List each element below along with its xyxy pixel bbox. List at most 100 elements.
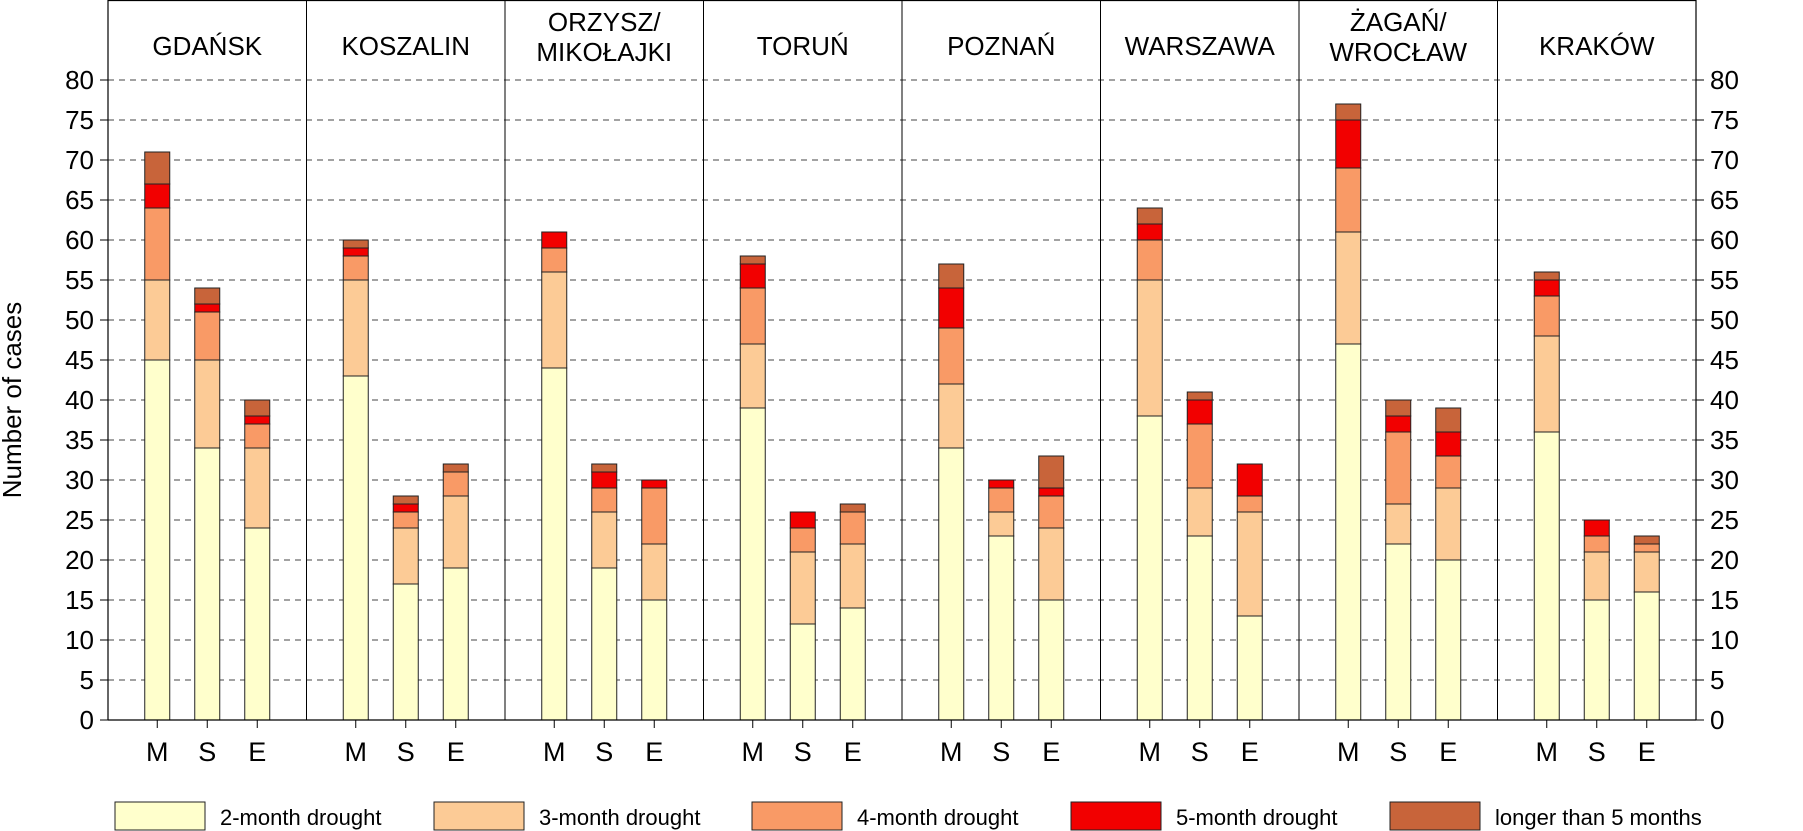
y-tick-label-left: 70 — [65, 145, 94, 175]
y-tick-label-left: 75 — [65, 105, 94, 135]
bar-segment — [1236, 511, 1263, 617]
bar-segment — [1385, 503, 1412, 545]
bar-segment — [194, 447, 221, 721]
bar-segment — [342, 247, 369, 257]
bar-segment — [1186, 399, 1213, 425]
bar-segment — [1236, 463, 1263, 497]
y-tick-label-right: 5 — [1710, 665, 1724, 695]
y-tick-label-left: 5 — [80, 665, 94, 695]
legend-label: longer than 5 months — [1495, 805, 1702, 830]
bar-segment — [392, 583, 419, 721]
bar-segment — [789, 551, 816, 625]
x-tick-label: M — [940, 737, 963, 767]
y-tick-label-left: 25 — [65, 505, 94, 535]
legend-swatch — [751, 801, 843, 831]
x-tick-label: E — [248, 737, 266, 767]
group-label: MIKOŁAJKI — [536, 37, 672, 67]
bar-segment — [541, 271, 568, 369]
bar-segment — [1186, 391, 1213, 401]
group-label: WROCŁAW — [1329, 37, 1467, 67]
bar-segment — [1435, 455, 1462, 489]
y-tick-label-left: 45 — [65, 345, 94, 375]
bar-segment — [144, 207, 171, 281]
bar-segment — [342, 279, 369, 377]
bar-segment — [442, 567, 469, 721]
bar-segment — [1633, 551, 1660, 593]
x-tick-label: E — [1241, 737, 1259, 767]
x-tick-label: E — [844, 737, 862, 767]
bar-segment — [1533, 271, 1560, 281]
y-tick-label-left: 15 — [65, 585, 94, 615]
bar-segment — [591, 471, 618, 489]
x-tick-label: E — [1042, 737, 1060, 767]
bar-segment — [1633, 535, 1660, 545]
bar-segment — [541, 247, 568, 273]
bar-segment — [144, 359, 171, 721]
legend-label: 5-month drought — [1176, 805, 1337, 830]
bar-segment — [789, 527, 816, 553]
bar-segment — [839, 503, 866, 513]
x-tick-label: S — [1588, 737, 1606, 767]
bar-segment — [988, 487, 1015, 513]
bar-segment — [144, 151, 171, 185]
x-tick-label: S — [992, 737, 1010, 767]
bar-segment — [988, 511, 1015, 537]
bar-segment — [1633, 591, 1660, 721]
x-tick-label: S — [397, 737, 415, 767]
y-tick-label-right: 65 — [1710, 185, 1739, 215]
y-tick-label-right: 30 — [1710, 465, 1739, 495]
bar-segment — [392, 503, 419, 513]
legend-label: 2-month drought — [220, 805, 381, 830]
group-label: KOSZALIN — [341, 31, 470, 61]
group-label: WARSZAWA — [1125, 31, 1276, 61]
bar-segment — [1435, 559, 1462, 721]
bar-segment — [194, 287, 221, 305]
y-tick-label-left: 55 — [65, 265, 94, 295]
x-tick-label: E — [645, 737, 663, 767]
y-tick-label-left: 10 — [65, 625, 94, 655]
bar-segment — [1385, 415, 1412, 433]
bar-segment — [392, 495, 419, 505]
bar-segment — [1038, 487, 1065, 497]
bar-segment — [1335, 343, 1362, 721]
bar-segment — [641, 599, 668, 721]
group-label: ORZYSZ/ — [548, 7, 661, 37]
bar-segment — [1038, 527, 1065, 601]
bar-segment — [194, 359, 221, 449]
x-tick-label: S — [1191, 737, 1209, 767]
legend-swatch — [1389, 801, 1481, 831]
y-tick-label-right: 35 — [1710, 425, 1739, 455]
bar-segment — [1236, 495, 1263, 513]
bar-segment — [1533, 335, 1560, 433]
y-tick-label-right: 75 — [1710, 105, 1739, 135]
y-tick-label-right: 10 — [1710, 625, 1739, 655]
bar-segment — [641, 543, 668, 601]
x-tick-label: M — [345, 737, 368, 767]
group-label: ŻAGAŃ/ — [1350, 7, 1448, 37]
bar-segment — [1583, 599, 1610, 721]
bar-segment — [1335, 119, 1362, 169]
bar-segment — [938, 383, 965, 449]
x-tick-label: M — [1139, 737, 1162, 767]
legend-swatch — [114, 801, 206, 831]
bar-segment — [1385, 543, 1412, 721]
bar-segment — [442, 471, 469, 497]
bar-segment — [1038, 495, 1065, 529]
group-label: KRAKÓW — [1539, 31, 1655, 61]
bar-segment — [1038, 455, 1065, 489]
bar-segment — [1435, 407, 1462, 433]
bar-segment — [1533, 431, 1560, 721]
bar-segment — [591, 567, 618, 721]
bar-segment — [938, 327, 965, 385]
bar-segment — [1435, 431, 1462, 457]
bar-segment — [1136, 223, 1163, 241]
bar-segment — [342, 239, 369, 249]
bar-segment — [789, 511, 816, 529]
bar-segment — [938, 287, 965, 329]
x-tick-label: M — [146, 737, 169, 767]
bar-segment — [1533, 279, 1560, 297]
bar-segment — [739, 255, 766, 265]
bar-segment — [392, 527, 419, 585]
bar-segment — [839, 511, 866, 545]
